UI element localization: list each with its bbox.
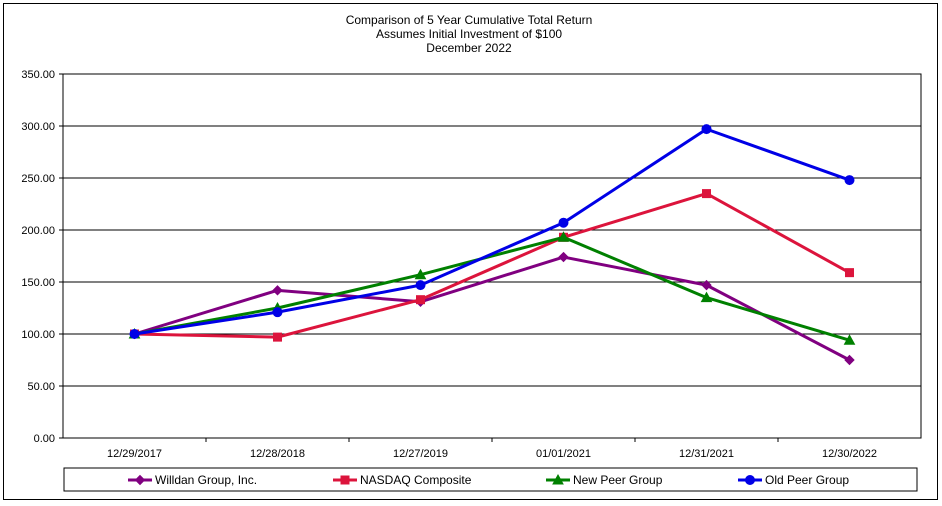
data-point bbox=[558, 217, 569, 228]
x-tick-label: 12/29/2017 bbox=[107, 448, 162, 460]
y-tick-label: 50.00 bbox=[27, 381, 55, 393]
legend-swatch-marker bbox=[552, 473, 564, 485]
chart-frame bbox=[3, 3, 938, 500]
x-tick-label: 12/27/2019 bbox=[393, 448, 448, 460]
chart-title: Comparison of 5 Year Cumulative Total Re… bbox=[346, 13, 593, 55]
legend-entry: New Peer Group bbox=[546, 473, 663, 487]
legend-entry: Willdan Group, Inc. bbox=[128, 473, 257, 487]
data-point bbox=[843, 334, 856, 345]
data-point bbox=[557, 231, 570, 242]
legend-label: Old Peer Group bbox=[765, 473, 849, 487]
data-point bbox=[845, 268, 854, 278]
y-tick-label: 100.00 bbox=[21, 329, 55, 341]
legend-label: New Peer Group bbox=[573, 473, 663, 487]
data-point bbox=[702, 189, 711, 199]
legend-box bbox=[63, 467, 918, 492]
series-line bbox=[134, 235, 850, 342]
data-point bbox=[272, 307, 283, 318]
data-point bbox=[272, 285, 283, 296]
y-tick-label: 200.00 bbox=[21, 225, 55, 237]
x-tick-label: 12/31/2021 bbox=[679, 448, 734, 460]
x-tick-label: 12/28/2018 bbox=[250, 448, 305, 460]
series-old-peer-group bbox=[129, 124, 855, 339]
data-point bbox=[701, 279, 712, 291]
x-tick-label: 12/30/2022 bbox=[822, 448, 877, 460]
data-point bbox=[129, 329, 140, 339]
legend-swatch-marker bbox=[340, 475, 350, 485]
legend-swatch-marker bbox=[745, 475, 755, 485]
title-line-3: December 2022 bbox=[426, 41, 512, 55]
legend-entry: Old Peer Group bbox=[738, 473, 849, 487]
series-line bbox=[134, 127, 851, 336]
title-line-2: Assumes Initial Investment of $100 bbox=[376, 27, 562, 41]
y-tick-label: 0.00 bbox=[34, 433, 55, 445]
y-tick-label: 150.00 bbox=[21, 277, 55, 289]
series-lines bbox=[128, 124, 856, 366]
data-point bbox=[416, 295, 425, 305]
data-point bbox=[273, 332, 282, 342]
y-tick-label: 350.00 bbox=[21, 69, 55, 81]
y-axis-ticks: 0.00 50.00 100.00 150.00 200.00 250.00 300.00 3… bbox=[21, 69, 63, 445]
x-axis-ticks: 12/29/2017 12/28/2018 12/27/2019 01/01/2021… bbox=[107, 438, 877, 460]
legend-entry: NASDAQ Composite bbox=[333, 473, 472, 487]
gridlines bbox=[63, 125, 921, 387]
legend: Willdan Group, Inc. NASDAQ Composite New P… bbox=[128, 473, 849, 487]
y-tick-label: 300.00 bbox=[21, 121, 55, 133]
data-point bbox=[415, 280, 426, 291]
data-point bbox=[844, 354, 855, 366]
data-point bbox=[701, 124, 712, 135]
series-line bbox=[134, 192, 851, 339]
series-line bbox=[134, 255, 851, 362]
data-point bbox=[700, 291, 713, 303]
series-new-peer-group bbox=[128, 231, 856, 345]
legend-label: NASDAQ Composite bbox=[360, 473, 472, 487]
y-tick-label: 250.00 bbox=[21, 173, 55, 185]
title-line-1: Comparison of 5 Year Cumulative Total Re… bbox=[346, 13, 593, 27]
data-point bbox=[414, 268, 427, 280]
data-point bbox=[844, 175, 855, 186]
legend-label: Willdan Group, Inc. bbox=[155, 473, 257, 487]
data-point bbox=[558, 251, 569, 263]
x-tick-label: 01/01/2021 bbox=[536, 448, 591, 460]
legend-swatch-marker bbox=[134, 474, 146, 486]
